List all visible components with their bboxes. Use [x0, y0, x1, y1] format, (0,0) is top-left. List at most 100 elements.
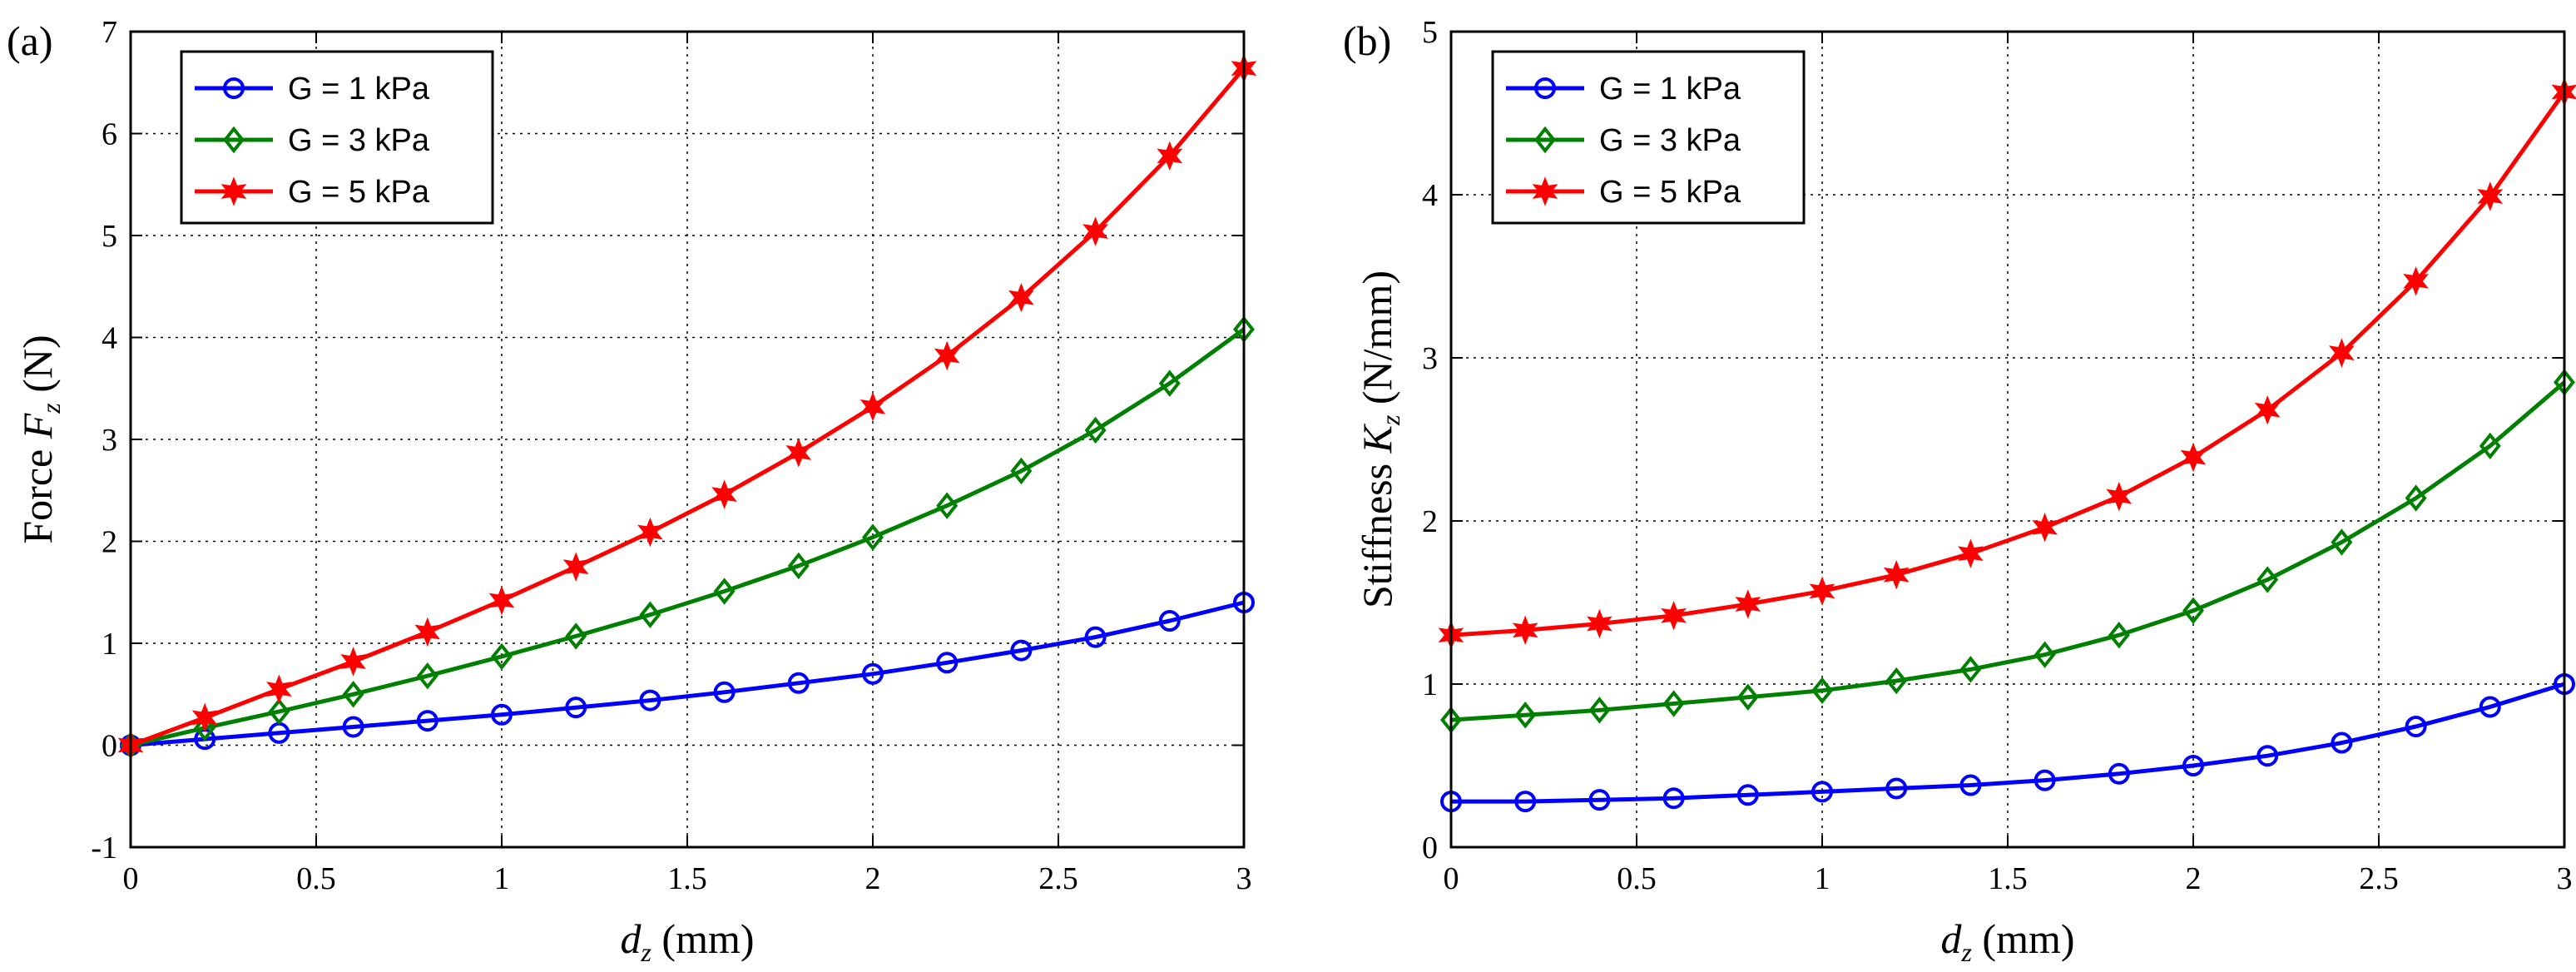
legend-label: G = 1 kPa	[288, 72, 430, 107]
x-tick-label: 3	[1236, 861, 1252, 896]
y-tick-label: 4	[102, 321, 117, 356]
data-point	[1010, 639, 1033, 662]
series-g-3-kpa	[120, 315, 1255, 759]
data-point	[2329, 338, 2355, 368]
series-line	[130, 67, 1246, 747]
data-point	[1158, 369, 1181, 397]
data-point	[2180, 442, 2207, 473]
legend: G = 1 kPa G = 3 kPa G = 5 kPa	[180, 50, 494, 225]
panel-label: (b)	[1343, 17, 1391, 64]
data-point	[1588, 697, 1611, 724]
x-tick-label: 1.5	[1988, 861, 2028, 896]
legend-label: G = 1 kPa	[1599, 72, 1741, 107]
y-tick-label: 6	[102, 117, 117, 152]
data-point	[2034, 769, 2056, 791]
y-axis-label: Stiffness Kz (N/mm)	[1354, 270, 1405, 608]
data-point	[787, 552, 810, 580]
series-g-5-kpa	[117, 53, 1257, 761]
data-point	[1959, 656, 1982, 683]
legend-label: G = 5 kPa	[1599, 175, 1741, 210]
data-point	[1084, 626, 1107, 648]
axes-frame	[129, 30, 1246, 849]
data-point	[414, 617, 441, 647]
y-tick-label: 1	[1422, 667, 1438, 702]
data-point	[1661, 600, 1687, 631]
x-axis-label: dz (mm)	[620, 915, 754, 967]
x-tick-label: 2	[865, 861, 881, 896]
data-point	[1883, 559, 1910, 590]
series-g-3-kpa	[1440, 369, 2575, 734]
data-point	[1588, 789, 1611, 811]
data-point	[1736, 784, 1759, 806]
series-line	[1450, 380, 2566, 722]
data-point	[1958, 538, 1984, 568]
data-point	[1082, 216, 1108, 246]
legend-marker	[1534, 126, 1556, 154]
data-point	[1662, 787, 1685, 810]
data-point	[2403, 266, 2429, 296]
data-point	[1512, 615, 1538, 646]
data-point	[268, 697, 290, 726]
data-point	[1587, 608, 1612, 639]
data-point	[2182, 755, 2204, 776]
data-point	[713, 681, 736, 703]
data-point	[637, 517, 663, 548]
data-point	[191, 702, 218, 733]
y-tick-label: -1	[91, 831, 117, 865]
x-tick-label: 1.5	[667, 861, 707, 896]
data-point	[562, 552, 589, 582]
x-tick-label: 2.5	[2359, 861, 2399, 896]
data-point	[934, 340, 960, 371]
y-tick-label: 0	[1422, 831, 1438, 865]
data-point	[936, 492, 959, 519]
data-point	[787, 672, 810, 694]
x-tick-label: 1	[1815, 861, 1830, 896]
legend-marker	[223, 126, 245, 154]
data-point	[1084, 416, 1107, 444]
data-point	[713, 578, 736, 605]
legend: G = 1 kPa G = 3 kPa G = 5 kPa	[1491, 50, 1806, 225]
x-tick-label: 0	[123, 861, 139, 896]
data-point	[416, 662, 438, 690]
data-point	[1010, 457, 1033, 485]
y-tick-label: 4	[1422, 178, 1438, 213]
legend-label: G = 5 kPa	[288, 175, 430, 210]
data-point	[1809, 576, 1835, 607]
y-tick-label: 2	[102, 525, 117, 560]
data-point	[859, 392, 886, 422]
x-tick-label: 0.5	[1617, 861, 1657, 896]
y-tick-label: 7	[102, 15, 117, 50]
data-point	[416, 710, 438, 732]
series-line	[1450, 91, 2567, 637]
data-point	[2254, 394, 2281, 425]
y-tick-label: 0	[102, 729, 117, 764]
panel-label: (a)	[7, 17, 53, 64]
x-tick-label: 3	[2557, 861, 2573, 896]
data-point	[1811, 781, 1833, 803]
x-tick-label: 0.5	[296, 861, 336, 896]
data-point	[491, 642, 513, 671]
data-point	[862, 523, 884, 551]
axes-frame	[1449, 30, 2566, 849]
legend-label: G = 3 kPa	[1599, 123, 1741, 158]
legend-label: G = 3 kPa	[288, 123, 430, 158]
series-line	[130, 327, 1246, 747]
data-point	[2108, 621, 2130, 649]
y-tick-label: 1	[102, 627, 117, 662]
data-point	[1735, 589, 1761, 619]
data-point	[711, 479, 737, 509]
data-point	[2034, 641, 2056, 668]
data-point	[2108, 762, 2130, 785]
data-point	[639, 601, 661, 628]
x-tick-label: 0	[1444, 861, 1459, 896]
data-point	[2256, 745, 2279, 767]
data-point	[2331, 528, 2353, 556]
legend-marker	[220, 176, 247, 206]
data-point	[2331, 731, 2353, 754]
data-point	[2405, 484, 2427, 512]
y-tick-label: 2	[1422, 504, 1438, 539]
data-point	[342, 681, 364, 708]
data-point	[491, 703, 513, 726]
data-point	[1736, 683, 1759, 711]
